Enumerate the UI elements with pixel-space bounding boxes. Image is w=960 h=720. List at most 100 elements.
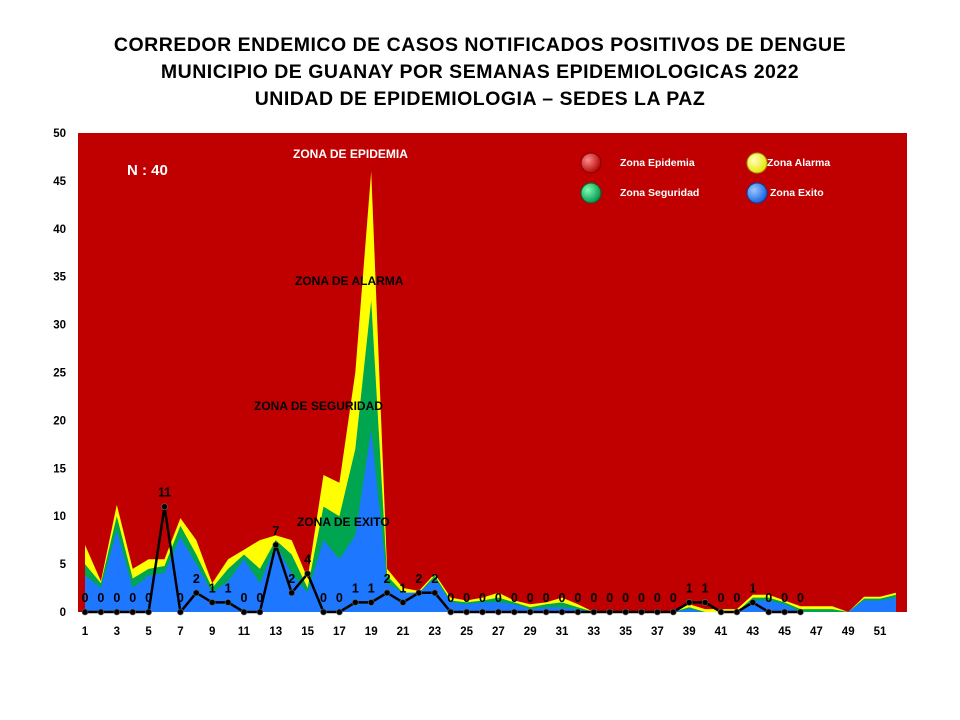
cases-point: [510, 608, 518, 616]
cases-data-label: 0: [256, 591, 263, 605]
legend-marker-seguridad: [580, 182, 602, 204]
cases-data-label: 11: [158, 486, 171, 500]
y-tick-label: 15: [53, 463, 66, 475]
cases-data-label: 0: [177, 591, 184, 605]
y-tick-label: 45: [53, 176, 66, 188]
cases-point: [351, 599, 359, 606]
zone-label-exito: ZONA DE EXITO: [297, 515, 390, 529]
x-tick-label: 23: [428, 626, 441, 638]
x-tick-label: 11: [238, 626, 251, 638]
x-tick-label: 17: [333, 626, 346, 638]
cases-data-label: 0: [765, 591, 772, 605]
cases-data-label: 0: [129, 591, 136, 605]
cases-data-label: 4: [304, 553, 311, 567]
cases-point: [558, 608, 566, 616]
cases-point: [733, 608, 741, 616]
cases-point: [336, 608, 343, 616]
success-zone-area: [85, 430, 896, 612]
legend-label-epidemia: Zona Epidemia: [620, 157, 695, 169]
cases-data-label: 0: [320, 591, 327, 605]
cases-data-label: 0: [145, 591, 152, 605]
y-tick-label: 20: [53, 415, 66, 427]
legend-marker-alarma: [746, 152, 768, 174]
x-tick-label: 51: [874, 626, 887, 638]
cases-data-label: 0: [495, 591, 502, 605]
cases-point: [526, 608, 534, 616]
legend-label-alarma: Zona Alarma: [767, 157, 830, 169]
cases-point: [542, 608, 550, 616]
cases-point: [320, 608, 327, 616]
cases-data-label: 0: [527, 591, 534, 605]
n-label: N : 40: [127, 162, 168, 179]
cases-data-label: 0: [447, 591, 454, 605]
zone-label-alarma: ZONA DE ALARMA: [295, 274, 404, 288]
cases-point: [415, 589, 423, 597]
x-tick-label: 15: [301, 626, 314, 638]
chart-title-line-1: CORREDOR ENDEMICO DE CASOS NOTIFICADOS P…: [113, 34, 847, 56]
cases-point: [638, 608, 645, 616]
cases-point: [288, 589, 296, 597]
cases-data-label: 1: [686, 581, 693, 595]
legend-label-seguridad: Zona Seguridad: [620, 187, 699, 199]
zone-label-epidemia: ZONA DE EPIDEMIA: [293, 147, 408, 161]
x-tick-label: 49: [842, 626, 855, 638]
x-tick-label: 7: [177, 626, 183, 638]
cases-point: [161, 503, 168, 510]
y-tick-label: 0: [60, 607, 66, 619]
cases-point: [113, 608, 121, 616]
cases-data-label: 0: [463, 591, 470, 605]
y-axis: 0 5 10 15 20 25 30 35 40 45 50: [53, 128, 66, 619]
x-tick-label: 29: [524, 626, 537, 638]
legend-marker-epidemia: [580, 152, 602, 174]
cases-data-label: 2: [384, 572, 391, 586]
cases-data-label: 0: [511, 591, 518, 605]
legend-label-exito: Zona Exito: [770, 187, 824, 199]
cases-data-label: 0: [622, 591, 629, 605]
cases-point: [383, 589, 391, 597]
cases-data-label: 0: [97, 591, 104, 605]
epidemic-zone-area: [78, 133, 907, 612]
cases-data-label: 0: [797, 591, 804, 605]
cases-point: [256, 608, 264, 616]
cases-data-label: 2: [415, 572, 422, 586]
cases-data-label: 0: [781, 591, 788, 605]
cases-data-label: 1: [368, 581, 375, 595]
chart-title-line-3: UNIDAD DE EPIDEMIOLOGIA – SEDES LA PAZ: [254, 88, 706, 110]
cases-data-label: 0: [113, 591, 120, 605]
y-tick-label: 5: [60, 559, 67, 571]
cases-data-label: 2: [193, 572, 200, 586]
legend-marker-exito: [746, 182, 768, 204]
cases-data-label: 0: [670, 591, 677, 605]
cases-points: [81, 503, 804, 616]
cases-data-label: 0: [606, 591, 613, 605]
x-tick-label: 31: [556, 626, 569, 638]
cases-data-label: 1: [352, 581, 359, 595]
x-tick-label: 41: [715, 626, 728, 638]
x-tick-label: 47: [810, 626, 823, 638]
x-tick-label: 25: [460, 626, 473, 638]
x-tick-label: 5: [145, 626, 152, 638]
x-axis: 1 3 5 7 9 11 13 15 17 19 21 23 25 27 29 31 33 35 37 39 41 43 4…: [82, 626, 887, 638]
cases-data-label: 0: [733, 591, 740, 605]
cases-point: [81, 608, 89, 616]
cases-data-label: 0: [638, 591, 645, 605]
cases-point: [208, 599, 216, 606]
y-tick-label: 40: [53, 224, 66, 236]
cases-point: [479, 608, 486, 616]
cases-point: [177, 608, 184, 616]
cases-data-label: 0: [336, 591, 343, 605]
legend: Zona Epidemia Zona Alarma Zona Seguridad…: [580, 152, 830, 204]
cases-point: [717, 608, 725, 616]
cases-data-label: 0: [543, 591, 550, 605]
cases-point: [495, 608, 502, 616]
y-tick-label: 30: [53, 320, 66, 332]
cases-data-label: 0: [574, 591, 581, 605]
cases-data-label: 0: [559, 591, 566, 605]
cases-point: [574, 608, 582, 616]
cases-point: [304, 570, 311, 577]
x-tick-label: 19: [365, 626, 378, 638]
cases-data-label: 1: [702, 581, 709, 595]
x-tick-label: 35: [619, 626, 632, 638]
